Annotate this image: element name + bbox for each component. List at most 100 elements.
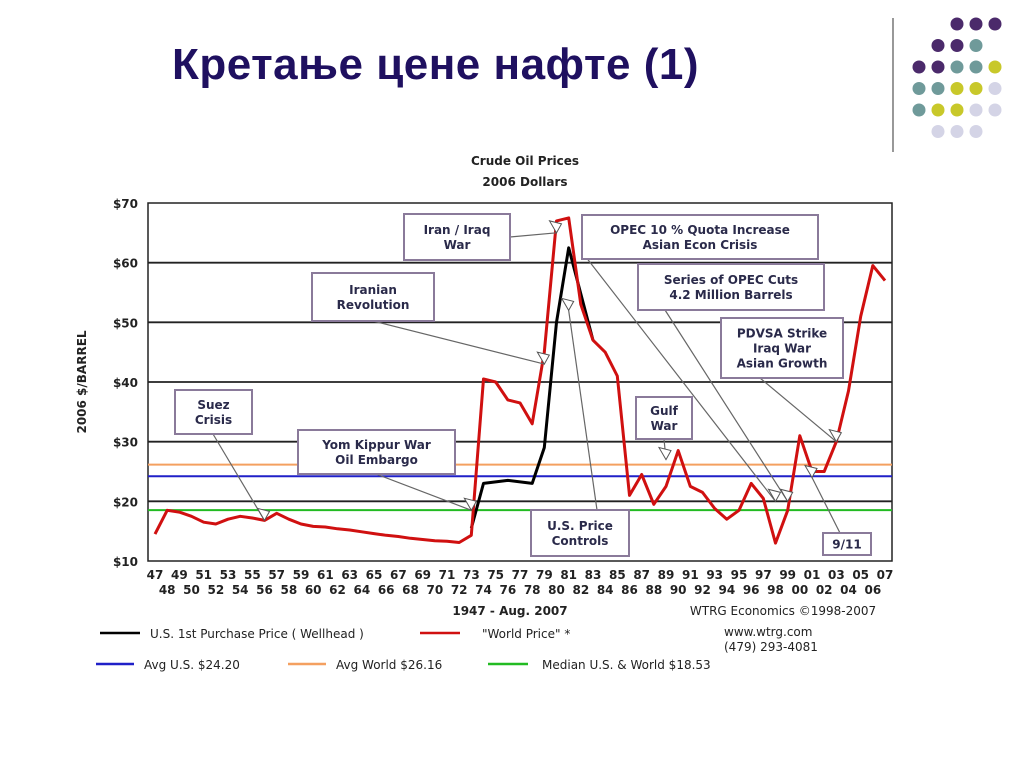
annotation-arrow: [664, 309, 789, 502]
annotation-arrow: [509, 232, 557, 238]
series-line-us-wellhead: [469, 246, 595, 529]
annotation-label: Gulf: [650, 404, 679, 418]
annotation-label: Revolution: [337, 298, 410, 312]
x-tick-label: 87: [633, 568, 650, 582]
source-label: WTRG Economics ©1998-2007: [690, 604, 876, 618]
decor-dot: [969, 103, 983, 117]
annotation-arrowhead: [767, 488, 782, 503]
x-tick-label: 55: [244, 568, 261, 582]
x-tick-label: 49: [171, 568, 188, 582]
x-tick-label: 77: [512, 568, 529, 582]
decor-dot: [931, 125, 945, 138]
x-tick-label: 84: [597, 583, 614, 597]
decor-dot: [969, 39, 983, 52]
x-tick-label: 54: [232, 583, 249, 597]
annotation-label: Yom Kippur War: [321, 438, 431, 452]
x-axis-label: 1947 - Aug. 2007: [452, 604, 567, 618]
slide-title: Кретање цене нафте (1): [172, 40, 699, 89]
x-tick-label: 97: [755, 568, 772, 582]
x-tick-label: 00: [791, 583, 808, 597]
x-tick-label: 66: [378, 583, 395, 597]
annotation-label: Crisis: [195, 413, 232, 427]
annotation-arrowhead: [256, 507, 271, 522]
x-tick-label: 62: [329, 583, 346, 597]
annotation-arrow: [759, 377, 837, 443]
y-tick-label: $40: [113, 376, 138, 390]
decor-dot: [950, 39, 964, 52]
x-tick-label: 06: [864, 583, 881, 597]
x-tick-label: 85: [609, 568, 626, 582]
annotation-arrow: [212, 433, 266, 521]
annotation-label: Asian Econ Crisis: [643, 238, 758, 252]
decor-dot: [969, 60, 983, 74]
x-tick-label: 90: [670, 583, 687, 597]
x-tick-label: 89: [658, 568, 675, 582]
annotation-box: [635, 396, 693, 440]
decor-dot: [931, 39, 945, 52]
x-tick-label: 75: [487, 568, 504, 582]
decor-dot: [912, 103, 926, 117]
annotation-label: PDVSA Strike: [737, 327, 827, 341]
annotation-box: [530, 509, 630, 557]
x-tick-label: 81: [560, 568, 577, 582]
annotation-box: [297, 429, 456, 475]
x-tick-label: 93: [706, 568, 723, 582]
legend-label: U.S. 1st Purchase Price ( Wellhead ): [150, 627, 364, 641]
annotation-arrow: [375, 473, 472, 511]
decor-dot: [931, 82, 945, 95]
annotation-arrow: [372, 320, 545, 365]
annotation-box: [822, 532, 872, 556]
y-tick-label: $70: [113, 197, 138, 211]
x-tick-label: 68: [402, 583, 419, 597]
x-tick-label: 82: [572, 583, 589, 597]
y-axis-label: 2006 $/BARREL: [75, 330, 89, 433]
x-tick-label: 71: [439, 568, 456, 582]
x-tick-label: 63: [341, 568, 358, 582]
x-tick-label: 73: [463, 568, 480, 582]
annotation-arrowhead: [536, 351, 551, 366]
x-tick-label: 58: [280, 583, 297, 597]
decor-dot: [988, 17, 1002, 31]
annotation-box: [174, 389, 253, 435]
decor-dot: [931, 103, 945, 117]
annotation-box: [720, 317, 844, 379]
x-tick-label: 04: [840, 583, 857, 597]
decor-dot: [912, 82, 926, 95]
decor-dot: [988, 60, 1002, 74]
annotation-label: Iran / Iraq: [424, 223, 491, 237]
x-tick-label: 47: [147, 568, 164, 582]
decor-dot: [988, 103, 1002, 117]
y-tick-label: $30: [113, 436, 138, 450]
x-tick-label: 91: [682, 568, 699, 582]
x-tick-label: 02: [816, 583, 833, 597]
website-label: www.wtrg.com: [724, 625, 812, 639]
x-tick-label: 60: [305, 583, 322, 597]
annotation-label: Controls: [552, 534, 609, 548]
annotation-arrow: [811, 477, 841, 534]
annotation-arrowhead: [548, 220, 563, 234]
x-tick-label: 57: [268, 568, 285, 582]
x-tick-label: 94: [718, 583, 735, 597]
x-tick-label: 96: [743, 583, 760, 597]
annotation-box: [581, 214, 819, 260]
decor-dot: [931, 60, 945, 74]
x-tick-label: 79: [536, 568, 553, 582]
decor-dot: [950, 103, 964, 117]
annotation-arrowhead: [657, 446, 672, 461]
x-tick-label: 56: [256, 583, 273, 597]
annotation-label: Iranian: [349, 283, 397, 297]
decor-dot: [950, 60, 964, 74]
x-tick-label: 03: [828, 568, 845, 582]
y-tick-label: $20: [113, 495, 138, 509]
decor-dot: [969, 82, 983, 95]
legend-label: Avg World $26.16: [336, 658, 442, 672]
annotation-arrow: [581, 251, 776, 502]
annotation-label: 9/11: [832, 538, 861, 552]
decorative-dots: [892, 17, 1002, 152]
decor-dot: [950, 17, 964, 31]
x-tick-label: 65: [366, 568, 383, 582]
annotation-arrowhead: [560, 297, 575, 312]
legend-label: Median U.S. & World $18.53: [542, 658, 711, 672]
x-tick-label: 69: [414, 568, 431, 582]
